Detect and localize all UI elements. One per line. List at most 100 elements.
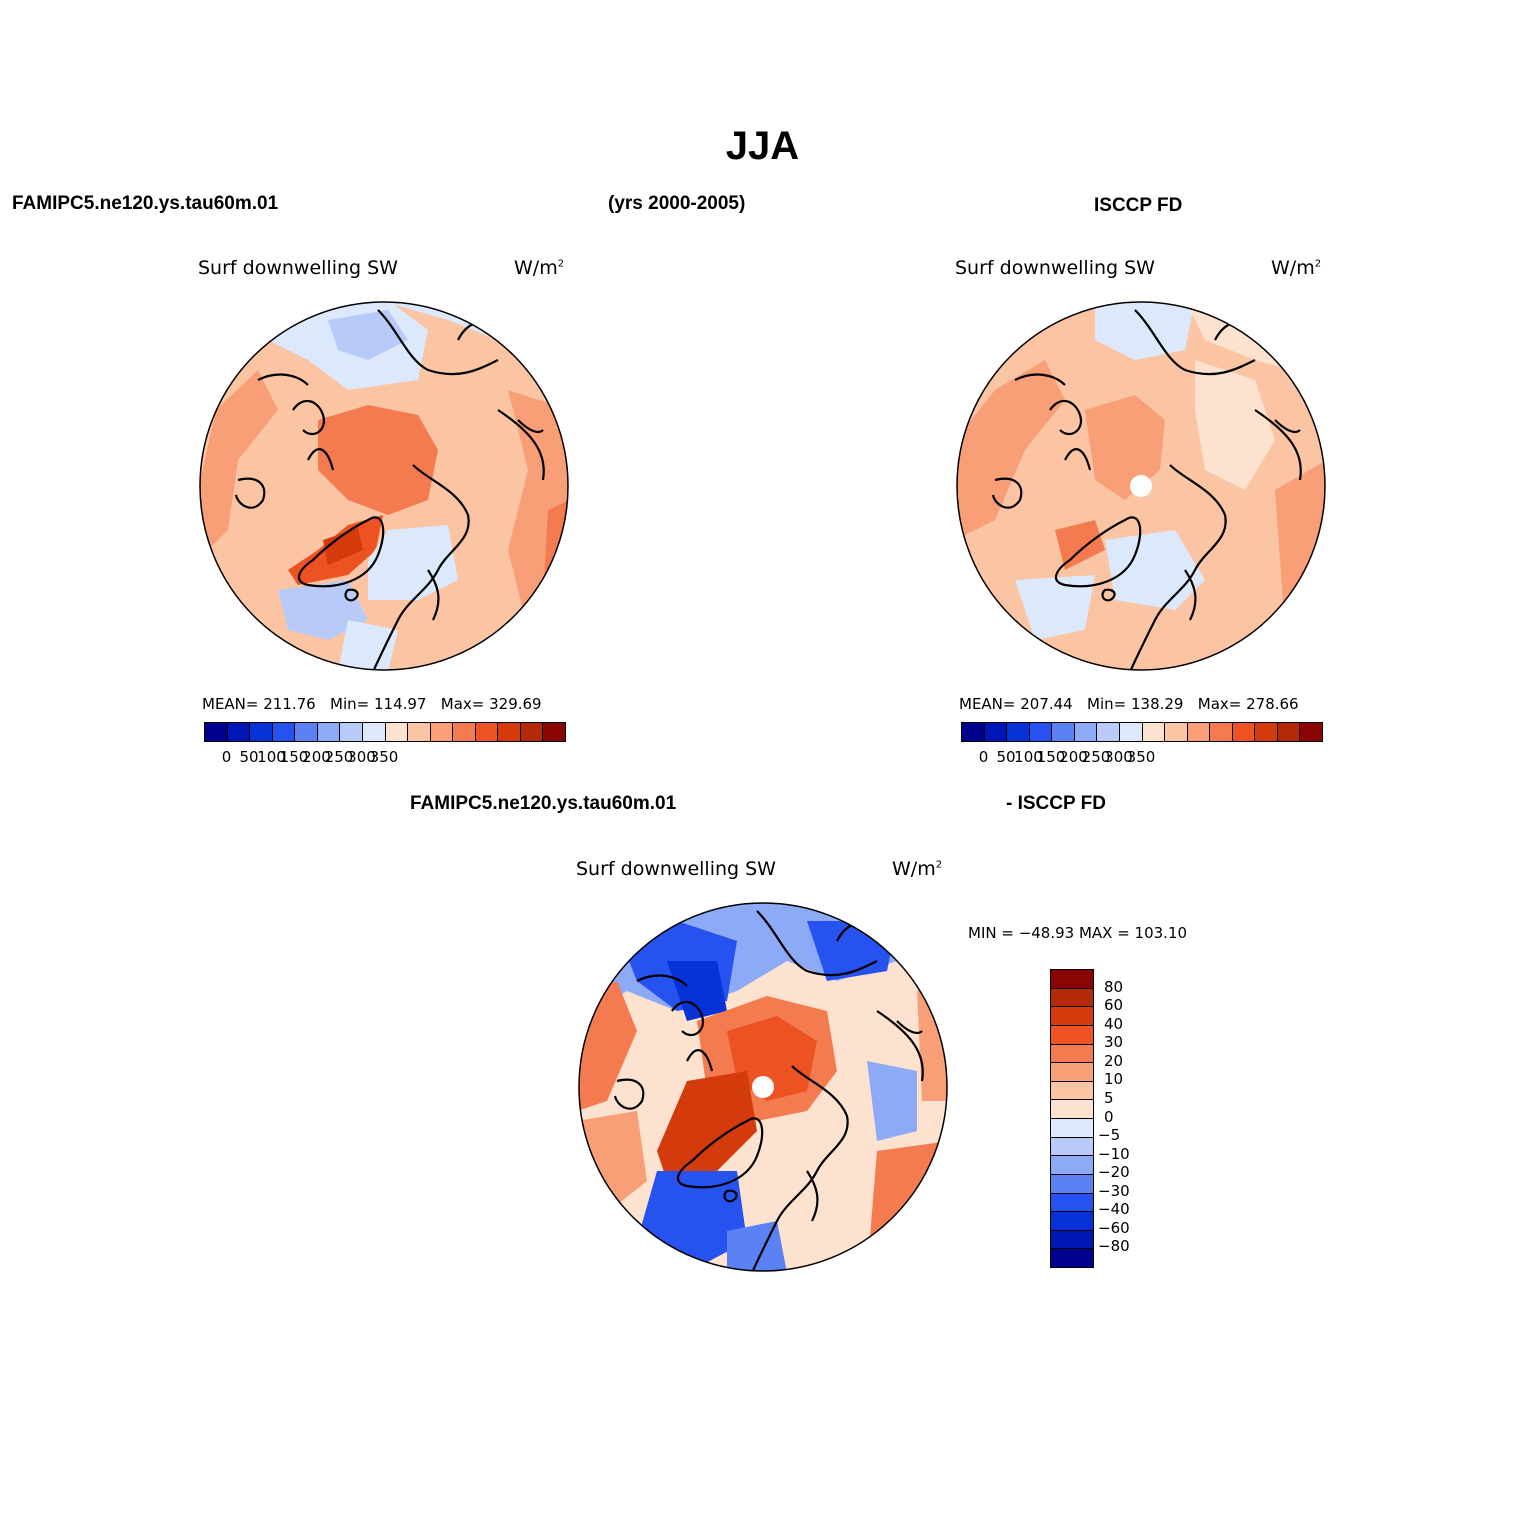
model-colorbar-tick-label: 100	[257, 748, 286, 766]
diff-colorbar-tick-label: 20	[1104, 1051, 1124, 1070]
diff-coastlines	[613, 910, 924, 1271]
obs-colorbar-swatch	[1210, 723, 1233, 741]
obs-units-label: W/m2	[1271, 257, 1322, 279]
model-colorbar	[204, 722, 566, 742]
obs-polar-map	[956, 301, 1326, 671]
obs-colorbar-swatch	[962, 723, 985, 741]
diff-colorbar-tick-label: 40	[1104, 1014, 1124, 1033]
diff-field-region	[917, 981, 947, 1101]
model-colorbar-tick-label: 0	[221, 748, 232, 766]
diff-colorbar-swatch	[1051, 1007, 1093, 1026]
diff-colorbar-swatch	[1051, 1249, 1093, 1267]
obs-colorbar-tick-label: 0	[978, 748, 989, 766]
obs-field-region	[1055, 520, 1105, 570]
diff-colorbar-tick-label: −10	[1098, 1144, 1130, 1163]
model-field-region	[318, 405, 438, 515]
diff-colorbar-swatch	[1051, 1193, 1093, 1213]
diff-colorbar-tick-label: −80	[1098, 1237, 1130, 1256]
model-colorbar-tick-label: 300	[347, 748, 376, 766]
diff-field-region	[727, 1221, 787, 1271]
obs-colorbar-tick-label: 250	[1081, 748, 1111, 766]
obs-colorbar-swatch	[1232, 723, 1256, 741]
diff-colorbar-tick-label: 10	[1104, 1070, 1124, 1089]
obs-colorbar-tick-label: 200	[1059, 748, 1088, 766]
model-colorbar-swatch	[362, 723, 386, 741]
diff-units-label: W/m2	[892, 858, 943, 880]
obs-colorbar-swatch	[1119, 723, 1143, 741]
model-units-label: W/m2	[514, 257, 565, 279]
model-colorbar-tick-label: 250	[324, 748, 354, 766]
obs-field-region	[1015, 575, 1095, 640]
diff-field-region	[657, 1071, 757, 1181]
diff-colorbar-tick-label: −40	[1098, 1200, 1130, 1219]
diff-colorbar-swatch	[1051, 1100, 1093, 1119]
obs-variable-label: Surf downwelling SW	[955, 257, 1155, 279]
model-stats: MEAN= 211.76 Min= 114.97 Max= 329.69	[202, 695, 542, 713]
figure-title: JJA	[725, 124, 800, 168]
diff-colorbar	[1050, 969, 1094, 1268]
model-field-region	[200, 370, 278, 560]
model-polar-map	[199, 301, 569, 671]
diff-obs-header: - ISCCP FD	[1006, 793, 1106, 814]
obs-colorbar-swatch	[1165, 723, 1188, 741]
diff-colorbar-swatch	[1051, 970, 1093, 989]
diff-case-header: FAMIPC5.ne120.ys.tau60m.01	[410, 793, 677, 814]
obs-field-region	[1195, 360, 1275, 490]
model-colorbar-swatch	[317, 723, 341, 741]
model-colorbar-swatch	[227, 723, 251, 741]
model-colorbar-tick-label: 50	[239, 748, 259, 766]
model-colorbar-tick-label: 150	[279, 748, 309, 766]
diff-colorbar-swatch	[1051, 1174, 1093, 1194]
diff-field-region	[867, 1141, 947, 1271]
obs-field-region	[957, 360, 1065, 540]
obs-colorbar-tick-label: 300	[1104, 748, 1133, 766]
model-colorbar-swatch	[543, 723, 565, 741]
obs-colorbar-tick-label: 50	[996, 748, 1016, 766]
diff-colorbar-swatch	[1051, 1025, 1093, 1045]
diff-stats: MIN = −48.93 MAX = 103.10	[968, 924, 1188, 942]
diff-colorbar-swatch	[1051, 1156, 1093, 1175]
model-colorbar-swatch	[340, 723, 363, 741]
model-field-region	[323, 528, 363, 565]
obs-colorbar-swatch	[1074, 723, 1098, 741]
obs-colorbar-tick-label: 100	[1014, 748, 1043, 766]
diff-field-region	[667, 961, 727, 1021]
diff-colorbar-swatch	[1051, 1044, 1093, 1064]
obs-colorbar-swatch	[1255, 723, 1278, 741]
obs-colorbar-swatch	[1142, 723, 1166, 741]
obs-colorbar-swatch	[1029, 723, 1053, 741]
model-colorbar-tick-label: 200	[302, 748, 331, 766]
obs-coastlines	[991, 309, 1302, 670]
model-colorbar-tick-label: 350	[369, 748, 399, 766]
diff-colorbar-swatch	[1051, 1230, 1093, 1250]
diff-colorbar-tick-label: 80	[1104, 977, 1124, 996]
obs-colorbar-swatch	[1300, 723, 1322, 741]
model-colorbar-swatch	[385, 723, 409, 741]
model-colorbar-swatch	[205, 723, 228, 741]
model-colorbar-swatch	[295, 723, 318, 741]
years-header: (yrs 2000-2005)	[608, 193, 746, 214]
obs-colorbar-swatch	[1052, 723, 1075, 741]
model-colorbar-swatch	[272, 723, 296, 741]
diff-variable-label: Surf downwelling SW	[576, 858, 776, 880]
diff-field-region	[727, 1016, 817, 1101]
model-colorbar-swatch	[475, 723, 499, 741]
diff-colorbar-tick-label: −5	[1098, 1126, 1121, 1145]
diff-colorbar-swatch	[1051, 1212, 1093, 1231]
diff-colorbar-tick-label: 60	[1104, 996, 1124, 1015]
obs-colorbar-tick-label: 150	[1036, 748, 1066, 766]
obs-colorbar-swatch	[984, 723, 1008, 741]
obs-field-region	[1085, 395, 1165, 500]
model-colorbar-swatch	[520, 723, 544, 741]
obs-colorbar-swatch	[1277, 723, 1301, 741]
obs-colorbar-tick-label: 350	[1126, 748, 1156, 766]
obs-stats: MEAN= 207.44 Min= 138.29 Max= 278.66	[959, 695, 1299, 713]
diff-colorbar-tick-label: −20	[1098, 1163, 1130, 1182]
model-colorbar-swatch	[408, 723, 431, 741]
obs-field-region	[1275, 460, 1325, 650]
obs-colorbar	[961, 722, 1323, 742]
diff-colorbar-swatch	[1051, 1063, 1093, 1082]
diff-colorbar-tick-label: 0	[1104, 1107, 1114, 1126]
model-variable-label: Surf downwelling SW	[198, 257, 398, 279]
